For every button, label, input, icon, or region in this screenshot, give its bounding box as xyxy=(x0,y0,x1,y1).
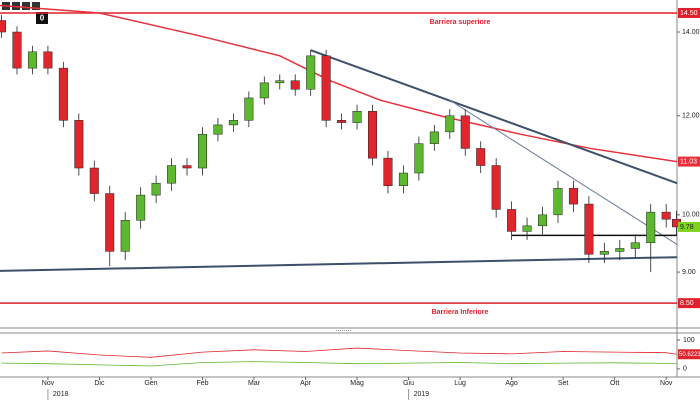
toolbar-button[interactable] xyxy=(32,2,40,10)
candle-body xyxy=(197,133,207,169)
price-label: 14.50 xyxy=(680,10,698,17)
candle-body xyxy=(105,193,115,252)
candle-body xyxy=(167,165,177,184)
price-label: 50.6223 xyxy=(679,352,700,358)
candle-body xyxy=(661,211,671,220)
candle-body xyxy=(120,220,130,252)
candle-body xyxy=(321,55,331,121)
price-label-box xyxy=(678,349,700,360)
candle-body xyxy=(507,209,517,232)
candle-body xyxy=(58,67,68,121)
barrier-text: Barriera superiore xyxy=(430,19,491,26)
price-label: 9.78 xyxy=(680,224,694,231)
x-tick-label: Dic xyxy=(94,380,105,387)
y-tick-label: 12.00 xyxy=(682,113,700,120)
y-tick-label: 9.00 xyxy=(682,269,696,276)
candle-body xyxy=(290,80,300,90)
candle-body xyxy=(429,131,439,144)
candle-body xyxy=(584,203,594,255)
y-tick-label: 10.00 xyxy=(682,212,700,219)
x-tick-label: Feb xyxy=(196,380,208,387)
year-label: 2018 xyxy=(53,391,69,398)
price-label: 8.50 xyxy=(680,300,694,307)
x-tick-label: Ott xyxy=(610,380,619,387)
price-label-box xyxy=(678,221,700,232)
price-label-box xyxy=(678,156,700,167)
x-tick-label: Mar xyxy=(248,380,261,387)
price-label-box xyxy=(678,7,700,18)
y-tick-label: 100 xyxy=(683,337,695,344)
candle-body xyxy=(615,248,625,252)
candle-body xyxy=(228,120,238,126)
x-tick-label: Lug xyxy=(454,380,466,387)
x-tick-label: Set xyxy=(558,380,569,387)
x-tick-label: Mag xyxy=(350,380,364,387)
candle-body xyxy=(476,148,486,166)
price-label: 11.03 xyxy=(680,158,697,165)
candle-body xyxy=(352,111,362,123)
x-tick-label: Giu xyxy=(403,380,414,387)
trendline xyxy=(0,256,678,272)
candle-body xyxy=(445,115,455,133)
candle-body xyxy=(0,20,7,33)
y-tick-label: 14.00 xyxy=(682,29,700,36)
x-tick-label: Nov xyxy=(42,380,55,387)
candle-body xyxy=(414,143,424,174)
candle-body xyxy=(89,167,99,194)
indicator-line xyxy=(1,361,677,367)
candle-body xyxy=(522,225,532,232)
candle-body xyxy=(460,115,470,149)
candle-body xyxy=(383,157,393,187)
candle-body xyxy=(646,211,656,243)
badge-text: 0 xyxy=(40,14,45,23)
candle-body xyxy=(630,242,640,249)
candle-body xyxy=(306,55,316,90)
candle-body xyxy=(553,188,563,216)
candle-body xyxy=(27,51,37,69)
x-tick-label: Apr xyxy=(300,380,312,387)
trendline xyxy=(310,49,678,185)
candle-body xyxy=(337,120,347,123)
candle-body xyxy=(259,82,269,99)
candle-body xyxy=(368,111,378,159)
candle-body xyxy=(74,120,84,169)
candle-body xyxy=(182,165,192,169)
x-tick-label: Ago xyxy=(505,380,518,387)
x-tick-label: Gen xyxy=(144,380,157,387)
toolbar-button[interactable] xyxy=(22,2,30,10)
moving-average xyxy=(0,4,678,163)
candle-body xyxy=(12,31,22,69)
candle-body xyxy=(568,188,578,205)
trendline xyxy=(449,99,678,245)
candle-body xyxy=(275,80,285,84)
candle-body xyxy=(538,214,548,227)
candle-body xyxy=(136,194,146,221)
badge xyxy=(36,12,48,24)
x-tick-label: Nov xyxy=(660,380,673,387)
y-tick-label: 0 xyxy=(683,366,687,373)
candle-body xyxy=(398,172,408,187)
indicator-line xyxy=(1,347,677,358)
candle-body xyxy=(244,97,254,121)
price-label-box xyxy=(678,298,700,309)
barrier-text: Barriera Inferiore xyxy=(432,309,489,316)
year-label: 2019 xyxy=(414,391,430,398)
candle-body xyxy=(43,51,53,69)
candle-body xyxy=(213,124,223,135)
candle-body xyxy=(491,165,501,210)
candle-body xyxy=(151,182,161,196)
candle-body xyxy=(599,251,609,255)
